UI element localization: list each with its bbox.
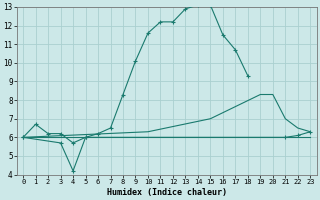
X-axis label: Humidex (Indice chaleur): Humidex (Indice chaleur) <box>107 188 227 197</box>
